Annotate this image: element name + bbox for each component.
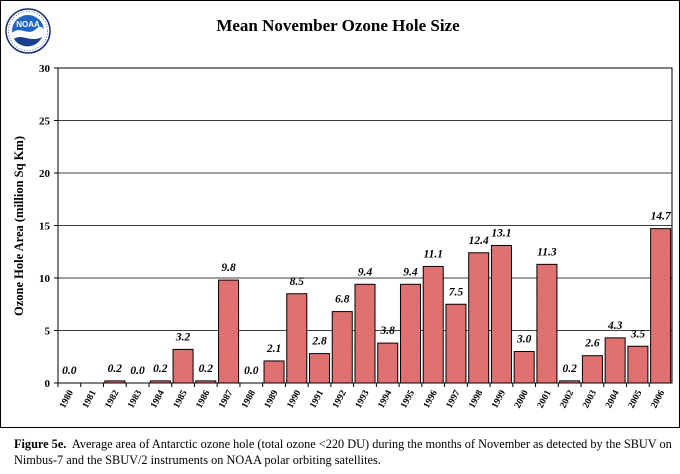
- bar: [536, 263, 558, 384]
- bar: [513, 351, 535, 384]
- bar: [445, 303, 467, 384]
- data-label: 0.2: [199, 363, 214, 375]
- x-tick-label: 1994: [377, 388, 395, 410]
- x-tick-label: 1990: [286, 388, 304, 410]
- x-tick-label: 1980: [58, 388, 76, 410]
- y-tick-label: 20: [39, 168, 51, 180]
- bar: [399, 283, 421, 384]
- data-label: 8.5: [290, 276, 305, 288]
- bar: [263, 360, 285, 384]
- x-tick-label: 1998: [468, 388, 486, 410]
- noaa-logo-text: NOAA: [16, 20, 40, 29]
- data-label: 3.2: [175, 331, 191, 343]
- caption-text: Average area of Antarctic ozone hole (to…: [14, 437, 672, 467]
- noaa-logo: NOAA: [5, 8, 51, 54]
- data-label: 2.1: [266, 343, 281, 355]
- data-label: 3.0: [516, 334, 532, 346]
- caption-label: Figure 5e.: [14, 437, 67, 451]
- plot-area: [57, 67, 673, 384]
- x-tick-label: 1996: [422, 388, 440, 410]
- data-label: 0.0: [62, 365, 77, 377]
- x-tick-label: 1981: [81, 388, 99, 410]
- bar-chart: NOAA Mean November Ozone Hole Size Ozone…: [5, 8, 673, 410]
- data-label: 14.7: [651, 211, 672, 223]
- data-label: 11.3: [537, 246, 557, 258]
- bar: [650, 228, 672, 384]
- data-label: 9.4: [403, 266, 418, 278]
- data-label: 0.2: [153, 363, 168, 375]
- data-label: 0.0: [130, 365, 145, 377]
- bar: [218, 279, 240, 384]
- bar: [490, 244, 512, 384]
- y-tick-label: 5: [45, 326, 51, 338]
- y-tick-label: 30: [39, 63, 51, 75]
- y-tick-label: 15: [39, 221, 51, 233]
- x-tick-label: 1995: [399, 388, 417, 410]
- x-tick-label: 2000: [513, 388, 531, 410]
- data-label: 0.0: [244, 365, 259, 377]
- data-label: 12.4: [469, 235, 489, 247]
- x-tick-label: 1999: [490, 388, 508, 410]
- y-tick-label: 0: [45, 378, 51, 390]
- y-axis-label: Ozone Hole Area (million Sq Km): [12, 136, 26, 316]
- bar: [331, 311, 353, 384]
- x-tick-label: 2006: [650, 388, 668, 410]
- chart-title: Mean November Ozone Hole Size: [216, 16, 460, 35]
- data-label: 13.1: [491, 227, 511, 239]
- data-label: 9.8: [221, 262, 236, 274]
- data-label: 7.5: [449, 286, 464, 298]
- x-tick-label: 2004: [604, 388, 622, 410]
- data-label: 6.8: [335, 294, 350, 306]
- x-tick-label: 1984: [149, 388, 167, 410]
- data-label: 0.2: [562, 363, 577, 375]
- x-tick-label: 2005: [627, 388, 645, 410]
- bar: [286, 293, 308, 384]
- bar: [172, 348, 194, 384]
- x-tick-label: 1988: [240, 388, 258, 410]
- x-tick-label: 1991: [308, 388, 326, 410]
- data-label: 3.8: [380, 325, 396, 337]
- figure-caption: Figure 5e. Average area of Antarctic ozo…: [14, 436, 674, 468]
- bar: [377, 342, 399, 384]
- bar: [581, 355, 603, 384]
- data-label: 9.4: [358, 266, 373, 278]
- bar: [468, 252, 490, 384]
- figure-frame: NOAA Mean November Ozone Hole Size Ozone…: [0, 0, 680, 428]
- data-label: 11.1: [423, 248, 443, 260]
- data-label: 2.8: [311, 336, 327, 348]
- x-tick-label: 1989: [263, 388, 281, 410]
- x-tick-label: 1986: [195, 388, 213, 410]
- y-tick-label: 25: [39, 116, 51, 128]
- x-tick-label: 1992: [331, 388, 349, 410]
- x-tick-label: 1982: [104, 388, 122, 410]
- x-tick-label: 1997: [445, 388, 463, 410]
- x-tick-label: 2003: [581, 388, 599, 410]
- bar: [309, 353, 331, 384]
- data-label: 4.3: [607, 320, 623, 332]
- bar: [354, 283, 376, 384]
- x-tick-label: 1987: [217, 388, 235, 410]
- bar: [422, 265, 444, 384]
- data-label: 2.6: [584, 338, 600, 350]
- bar: [604, 337, 626, 384]
- y-tick-label: 10: [39, 273, 51, 285]
- data-label: 0.2: [108, 363, 123, 375]
- x-tick-label: 2001: [536, 388, 554, 410]
- bar: [627, 345, 649, 384]
- x-tick-label: 2002: [559, 388, 577, 410]
- x-tick-label: 1983: [126, 388, 144, 410]
- data-label: 3.5: [630, 328, 646, 340]
- x-tick-label: 1985: [172, 388, 190, 410]
- x-tick-label: 1993: [354, 388, 372, 410]
